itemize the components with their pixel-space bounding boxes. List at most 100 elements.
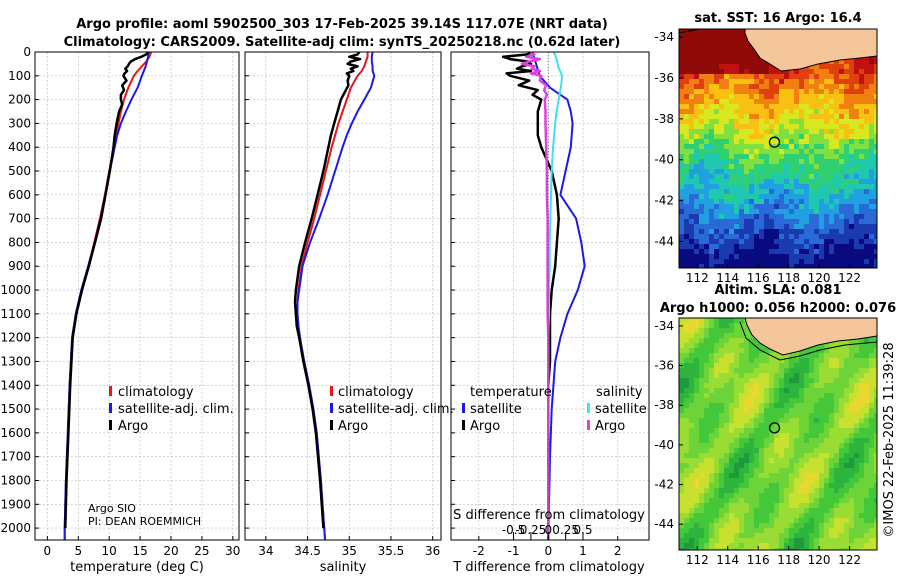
heatmap-cell	[769, 109, 775, 115]
heatmap-cell	[749, 49, 755, 55]
heatmap-cell	[799, 398, 805, 404]
heatmap-cell	[714, 229, 720, 235]
heatmap-cell	[809, 418, 815, 424]
heatmap-cell	[804, 184, 810, 190]
heatmap-cell	[849, 503, 855, 509]
heatmap-cell	[799, 234, 805, 240]
heatmap-cell	[819, 403, 825, 409]
heatmap-cell	[864, 363, 870, 369]
heatmap-cell	[699, 54, 705, 60]
heatmap-cell	[874, 518, 877, 524]
heatmap-cell	[844, 114, 850, 120]
heatmap-cell	[814, 249, 820, 255]
heatmap-cell	[749, 169, 755, 175]
heatmap-cell	[759, 533, 765, 539]
heatmap-cell	[789, 478, 795, 484]
heatmap-cell	[759, 184, 765, 190]
heatmap-cell	[779, 428, 785, 434]
heatmap-cell	[709, 523, 715, 529]
heatmap-cell	[719, 264, 725, 268]
heatmap-cell	[714, 373, 720, 379]
heatmap-cell	[734, 179, 740, 185]
heatmap-cell	[784, 119, 790, 125]
heatmap-cell	[734, 184, 740, 190]
heatmap-cell	[819, 264, 825, 268]
shelf-contour	[679, 29, 740, 34]
heatmap-cell	[834, 488, 840, 494]
heatmap-cell	[734, 528, 740, 534]
heatmap-cell	[729, 373, 735, 379]
heatmap-cell	[809, 423, 815, 429]
heatmap-cell	[844, 214, 850, 220]
heatmap-cell	[724, 393, 730, 399]
heatmap-cell	[749, 239, 755, 245]
heatmap-cell	[684, 403, 690, 409]
heatmap-cell	[854, 254, 860, 260]
heatmap-cell	[779, 189, 785, 195]
heatmap-cell	[714, 438, 720, 444]
imos-credit: ©IMOS 22-Feb-2025 11:39:28	[882, 342, 897, 537]
heatmap-cell	[684, 418, 690, 424]
heatmap-cell	[844, 423, 850, 429]
heatmap-cell	[694, 323, 700, 329]
heatmap-cell	[824, 423, 830, 429]
heatmap-cell	[759, 493, 765, 499]
heatmap-cell	[709, 224, 715, 230]
heatmap-cell	[784, 498, 790, 504]
heatmap-cell	[844, 478, 850, 484]
heatmap-cell	[719, 144, 725, 150]
heatmap-cell	[749, 189, 755, 195]
heatmap-cell	[809, 184, 815, 190]
heatmap-cell	[869, 69, 875, 75]
heatmap-cell	[799, 139, 805, 145]
heatmap-cell	[709, 54, 715, 60]
heatmap-cell	[809, 353, 815, 359]
heatmap-cell	[689, 229, 695, 235]
heatmap-cell	[789, 413, 795, 419]
heatmap-cell	[844, 548, 850, 550]
heatmap-cell	[874, 159, 877, 165]
heatmap-cell	[694, 368, 700, 374]
heatmap-cell	[764, 139, 770, 145]
heatmap-cell	[784, 139, 790, 145]
heatmap-cell	[809, 69, 815, 75]
heatmap-cell	[849, 363, 855, 369]
heatmap-cell	[874, 458, 877, 464]
heatmap-cell	[759, 428, 765, 434]
heatmap-cell	[724, 174, 730, 180]
heatmap-cell	[799, 189, 805, 195]
heatmap-cell	[759, 144, 765, 150]
salinity-xlabel: salinity	[320, 560, 367, 575]
heatmap-cell	[829, 358, 835, 364]
heatmap-cell	[819, 64, 825, 70]
heatmap-cell	[769, 214, 775, 220]
heatmap-cell	[844, 393, 850, 399]
heatmap-cell	[814, 94, 820, 100]
heatmap-cell	[734, 39, 740, 45]
heatmap-cell	[684, 114, 690, 120]
heatmap-cell	[854, 338, 860, 344]
heatmap-cell	[744, 463, 750, 469]
heatmap-cell	[834, 348, 840, 354]
heatmap-cell	[704, 508, 710, 514]
heatmap-cell	[694, 144, 700, 150]
heatmap-cell	[689, 94, 695, 100]
heatmap-cell	[849, 169, 855, 175]
heatmap-cell	[754, 428, 760, 434]
heatmap-cell	[804, 348, 810, 354]
heatmap-cell	[874, 373, 877, 379]
heatmap-cell	[744, 393, 750, 399]
heatmap-cell	[774, 438, 780, 444]
heatmap-cell	[739, 518, 745, 524]
heatmap-cell	[829, 199, 835, 205]
legend-s-argo-swatch	[587, 420, 590, 430]
sst-map-axes: 112 114 116 118 120 122-34-36-38-40-42-44	[654, 30, 861, 285]
heatmap-cell	[764, 483, 770, 489]
heatmap-cell	[839, 84, 845, 90]
heatmap-cell	[779, 453, 785, 459]
heatmap-cell	[704, 204, 710, 210]
heatmap-cell	[684, 438, 690, 444]
heatmap-cell	[864, 498, 870, 504]
heatmap-cell	[729, 398, 735, 404]
heatmap-cell	[834, 164, 840, 170]
